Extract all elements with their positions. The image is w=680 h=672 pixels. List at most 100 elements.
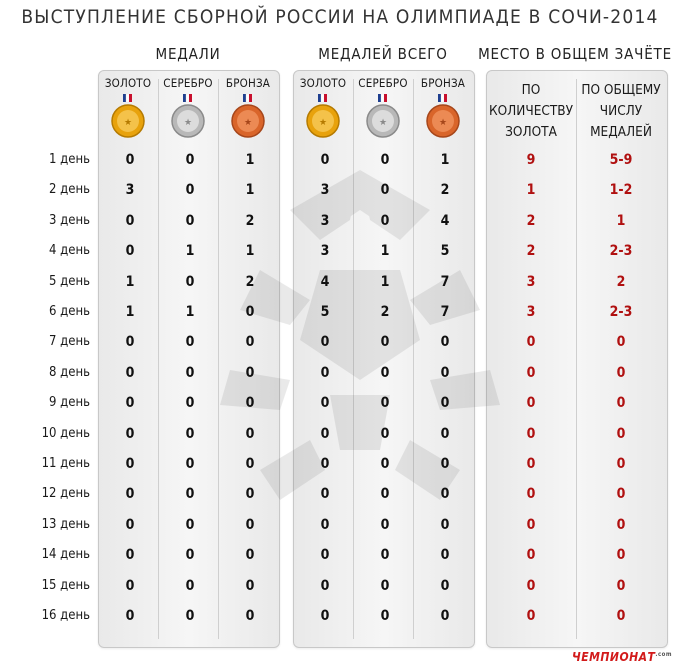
cell-total-silver: 1 xyxy=(380,243,390,260)
cell-gold: 0 xyxy=(125,212,135,229)
cell-total-silver: 0 xyxy=(380,547,390,564)
cell-rank-by-total: 1-2 xyxy=(609,182,633,199)
column-separator xyxy=(576,79,577,639)
cell-total-bronze: 0 xyxy=(440,395,450,412)
cell-total-gold: 0 xyxy=(320,547,330,564)
cell-rank-by-gold: 9 xyxy=(526,152,536,168)
bronze-medal-icon: ★ xyxy=(231,94,265,138)
cell-bronze: 0 xyxy=(245,304,255,320)
cell-rank-by-total: 0 xyxy=(616,608,626,624)
cell-silver: 0 xyxy=(185,273,195,290)
cell-total-bronze: 7 xyxy=(440,304,450,320)
cell-rank-by-total: 0 xyxy=(616,547,626,564)
cell-silver: 0 xyxy=(185,516,195,533)
cell-rank-by-total: 1 xyxy=(616,212,626,229)
svg-text:★: ★ xyxy=(184,118,192,128)
cell-rank-by-gold: 0 xyxy=(526,577,536,594)
cell-rank-by-total: 2-3 xyxy=(609,243,633,260)
cell-total-bronze: 7 xyxy=(440,273,450,290)
svg-text:★: ★ xyxy=(319,118,327,128)
panel-place xyxy=(486,70,668,648)
cell-total-bronze: 0 xyxy=(440,456,450,472)
cell-silver: 0 xyxy=(185,456,195,472)
cell-silver: 0 xyxy=(185,182,195,199)
cell-gold: 0 xyxy=(125,334,135,351)
cell-gold: 0 xyxy=(125,516,135,533)
cell-rank-by-total: 0 xyxy=(616,577,626,594)
rank-header-line: ПО xyxy=(521,82,541,98)
logo-suffix: .com xyxy=(655,651,672,658)
column-separator xyxy=(353,79,354,639)
cell-silver: 0 xyxy=(185,364,195,381)
cell-gold: 0 xyxy=(125,486,135,503)
column-header-total-gold: ЗОЛОТО xyxy=(299,76,347,90)
cell-bronze: 2 xyxy=(245,212,255,229)
column-header-total-bronze: БРОНЗА xyxy=(420,76,466,90)
cell-total-gold: 0 xyxy=(320,516,330,533)
rank-header-by-gold: ПО КОЛИЧЕСТВУ ЗОЛОТА xyxy=(486,80,576,143)
cell-bronze: 0 xyxy=(245,486,255,503)
cell-rank-by-gold: 2 xyxy=(526,243,536,260)
cell-bronze: 0 xyxy=(245,516,255,533)
cell-bronze: 0 xyxy=(245,334,255,351)
column-separator xyxy=(158,79,159,639)
cell-bronze: 1 xyxy=(245,243,255,260)
cell-rank-by-total: 0 xyxy=(616,456,626,472)
cell-total-silver: 2 xyxy=(380,304,390,320)
cell-bronze: 0 xyxy=(245,364,255,381)
cell-total-bronze: 5 xyxy=(440,243,450,260)
cell-total-bronze: 0 xyxy=(440,577,450,594)
day-label: 1 день xyxy=(49,152,90,167)
cell-rank-by-gold: 0 xyxy=(526,364,536,381)
cell-gold: 1 xyxy=(125,273,135,290)
sochi-emblem-watermark-icon xyxy=(220,170,500,500)
cell-bronze: 0 xyxy=(245,425,255,442)
cell-total-silver: 0 xyxy=(380,152,390,168)
group-title-total: МЕДАЛЕЙ ВСЕГО xyxy=(318,45,448,63)
rank-header-line: ЗОЛОТА xyxy=(505,124,557,140)
cell-silver: 0 xyxy=(185,395,195,412)
cell-total-gold: 0 xyxy=(320,577,330,594)
cell-rank-by-total: 2 xyxy=(616,273,626,290)
cell-rank-by-gold: 0 xyxy=(526,425,536,442)
cell-rank-by-gold: 2 xyxy=(526,212,536,229)
column-separator xyxy=(413,79,414,639)
cell-total-gold: 3 xyxy=(320,212,330,229)
cell-total-bronze: 0 xyxy=(440,425,450,442)
cell-silver: 0 xyxy=(185,425,195,442)
logo-brand: ЧЕМПИОНАТ xyxy=(572,650,656,664)
column-header-total-silver: СЕРЕБРО xyxy=(358,76,408,90)
cell-rank-by-gold: 0 xyxy=(526,456,536,472)
cell-gold: 0 xyxy=(125,577,135,594)
cell-total-bronze: 0 xyxy=(440,608,450,624)
cell-gold: 0 xyxy=(125,395,135,412)
group-title-medals: МЕДАЛИ xyxy=(155,45,221,63)
cell-gold: 3 xyxy=(125,182,135,199)
cell-total-silver: 0 xyxy=(380,212,390,229)
cell-total-silver: 0 xyxy=(380,364,390,381)
cell-total-silver: 0 xyxy=(380,182,390,199)
cell-bronze: 1 xyxy=(245,182,255,199)
cell-rank-by-gold: 3 xyxy=(526,273,536,290)
cell-bronze: 2 xyxy=(245,273,255,290)
cell-total-silver: 0 xyxy=(380,456,390,472)
cell-rank-by-total: 0 xyxy=(616,334,626,351)
cell-gold: 0 xyxy=(125,364,135,381)
cell-total-bronze: 4 xyxy=(440,212,450,229)
day-label: 11 день xyxy=(41,456,90,471)
rank-header-line: ПО ОБЩЕМУ xyxy=(581,82,661,98)
cell-total-gold: 3 xyxy=(320,182,330,199)
cell-gold: 1 xyxy=(125,304,135,320)
cell-total-bronze: 0 xyxy=(440,516,450,533)
column-header-bronze: БРОНЗА xyxy=(225,76,271,90)
silver-medal-icon: ★ xyxy=(171,94,205,138)
day-label: 14 день xyxy=(41,547,90,563)
cell-total-silver: 0 xyxy=(380,425,390,442)
day-label: 6 день xyxy=(49,304,90,319)
rank-header-line: КОЛИЧЕСТВУ xyxy=(488,103,574,119)
cell-gold: 0 xyxy=(125,152,135,168)
cell-total-gold: 3 xyxy=(320,243,330,260)
cell-total-gold: 0 xyxy=(320,364,330,381)
cell-silver: 1 xyxy=(185,243,195,260)
cell-total-silver: 0 xyxy=(380,395,390,412)
